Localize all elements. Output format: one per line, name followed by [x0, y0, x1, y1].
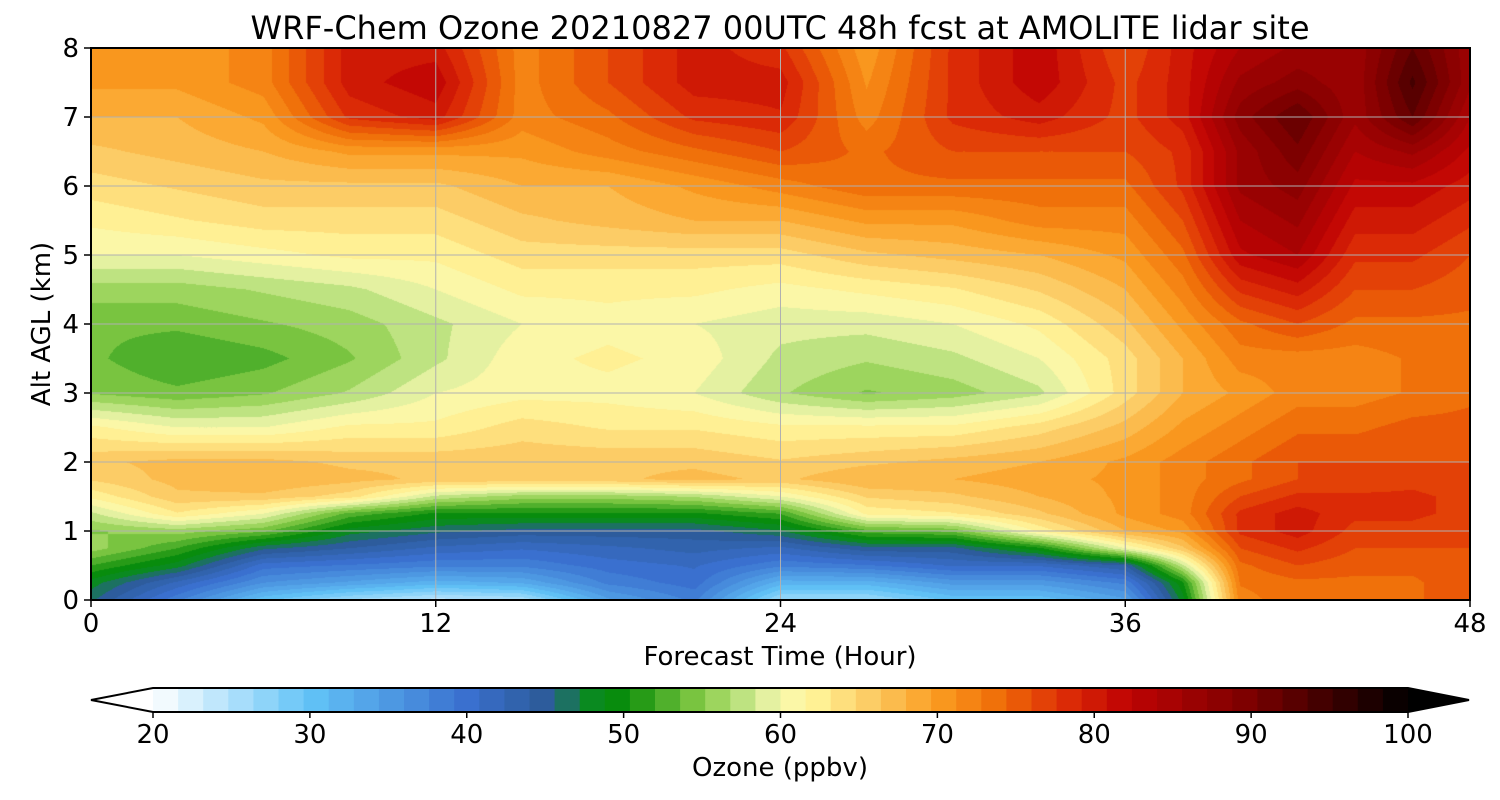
colorbar-segment — [780, 688, 807, 712]
colorbar-segment — [178, 688, 204, 712]
colorbar-tick-label: 70 — [921, 720, 954, 750]
x-axis-label: Forecast Time (Hour) — [643, 642, 916, 672]
colorbar-segment — [429, 688, 455, 712]
colorbar-segment — [906, 688, 932, 712]
colorbar-tick-label: 40 — [450, 720, 483, 750]
colorbar-segment — [579, 688, 606, 712]
colorbar-segment — [1357, 688, 1384, 712]
grid-lines — [91, 48, 1470, 600]
colorbar-segment — [880, 688, 907, 712]
colorbar-segment — [1382, 688, 1409, 712]
colorbar-segment — [655, 688, 681, 712]
colorbar-tick-label: 90 — [1235, 720, 1268, 750]
x-tick-label: 0 — [83, 609, 100, 639]
colorbar-tick-label: 100 — [1383, 720, 1433, 750]
y-axis: 0 1 2 3 4 5 6 7 8 — [62, 34, 91, 616]
colorbar-segment — [1056, 688, 1083, 712]
colorbar-tick-label: 50 — [607, 720, 640, 750]
colorbar-tick-label: 30 — [293, 720, 326, 750]
colorbar-segment — [278, 688, 305, 712]
y-tick-label: 5 — [62, 241, 79, 271]
colorbar-segment — [1332, 688, 1359, 712]
colorbar-segment — [1106, 688, 1133, 712]
colorbar-segment — [253, 688, 280, 712]
colorbar-segment — [1031, 688, 1058, 712]
colorbar: 20 30 40 50 60 70 80 90 100 — [90, 687, 1470, 750]
colorbar-segment — [228, 688, 254, 712]
y-tick-label: 6 — [62, 172, 79, 202]
colorbar-segment — [303, 688, 330, 712]
colorbar-segment — [454, 688, 480, 712]
colorbar-segment — [855, 688, 882, 712]
y-tick-label: 3 — [62, 379, 79, 409]
colorbar-segment — [1081, 688, 1108, 712]
x-tick-label: 48 — [1453, 609, 1486, 639]
chart-title: WRF-Chem Ozone 20210827 00UTC 48h fcst a… — [250, 9, 1309, 47]
colorbar-label: Ozone (ppbv) — [692, 753, 868, 783]
colorbar-min-extension — [91, 688, 153, 712]
colorbar-segment — [328, 688, 355, 712]
colorbar-segment — [1257, 688, 1284, 712]
x-tick-label: 36 — [1109, 609, 1142, 639]
colorbar-segment — [931, 688, 957, 712]
y-tick-label: 0 — [62, 586, 79, 616]
colorbar-tick-label: 60 — [764, 720, 797, 750]
colorbar-segment — [504, 688, 531, 712]
colorbar-segment — [353, 688, 380, 712]
colorbar-segment — [203, 688, 229, 712]
colorbar-segment — [705, 688, 731, 712]
colorbar-segment — [1182, 688, 1208, 712]
colorbar-segment — [1207, 688, 1233, 712]
colorbar-segment — [1282, 688, 1309, 712]
colorbar-segment — [805, 688, 832, 712]
colorbar-segment — [554, 688, 581, 712]
colorbar-segment — [1157, 688, 1183, 712]
colorbar-segment — [830, 688, 857, 712]
colorbar-segment — [1307, 688, 1334, 712]
colorbar-segment — [153, 688, 179, 712]
colorbar-tick-label: 80 — [1078, 720, 1111, 750]
colorbar-segment — [1131, 688, 1158, 712]
colorbar-segment — [981, 688, 1007, 712]
colorbar-segment — [1232, 688, 1258, 712]
y-tick-label: 1 — [62, 517, 79, 547]
x-tick-label: 24 — [764, 609, 797, 639]
y-tick-label: 8 — [62, 34, 79, 64]
colorbar-segment — [755, 688, 782, 712]
colorbar-segment — [529, 688, 556, 712]
colorbar-segment — [629, 688, 656, 712]
colorbar-segment — [604, 688, 631, 712]
colorbar-max-extension — [1408, 688, 1469, 712]
colorbar-segment — [479, 688, 505, 712]
colorbar-tick-label: 20 — [136, 720, 169, 750]
colorbar-segment — [404, 688, 430, 712]
colorbar-segment — [378, 688, 405, 712]
y-tick-label: 7 — [62, 103, 79, 133]
y-tick-label: 4 — [62, 310, 79, 340]
y-axis-label: Alt AGL (km) — [27, 242, 57, 406]
x-tick-label: 12 — [419, 609, 452, 639]
colorbar-segment — [680, 688, 706, 712]
colorbar-segment — [1006, 688, 1033, 712]
colorbar-segment — [730, 688, 756, 712]
colorbar-segment — [956, 688, 982, 712]
x-axis: 0 12 24 36 48 — [83, 600, 1487, 639]
y-tick-label: 2 — [62, 448, 79, 478]
